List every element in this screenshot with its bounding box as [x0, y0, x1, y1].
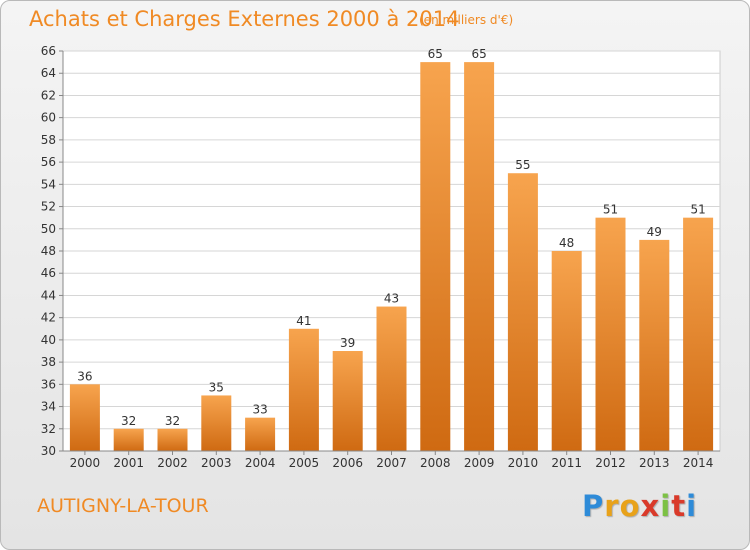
logo-letter: x	[640, 489, 661, 523]
bar-2005	[288, 328, 319, 451]
bar-2002	[157, 428, 188, 451]
y-tick-label: 52	[41, 200, 56, 214]
bar-2009	[464, 62, 495, 451]
y-tick-label: 48	[41, 244, 56, 258]
data-label-2014: 51	[690, 203, 705, 217]
x-tick-label: 2004	[245, 456, 276, 470]
data-label-2013: 49	[647, 225, 662, 239]
bar-2014	[683, 217, 714, 451]
y-tick-label: 50	[41, 222, 56, 236]
x-tick-label: 2005	[289, 456, 320, 470]
y-tick-label: 40	[41, 333, 56, 347]
bar-2013	[639, 239, 670, 451]
data-label-2008: 65	[428, 47, 443, 61]
x-tick-label: 2006	[332, 456, 363, 470]
bar-2012	[595, 217, 626, 451]
logo-letter: o	[619, 489, 641, 523]
y-tick-label: 62	[41, 88, 56, 102]
y-tick-label: 46	[41, 266, 56, 280]
y-tick-label: 58	[41, 133, 56, 147]
x-tick-label: 2007	[376, 456, 407, 470]
x-tick-label: 2003	[201, 456, 232, 470]
bar-2010	[507, 173, 538, 451]
logo-letter: i	[686, 489, 698, 523]
y-tick-label: 54	[41, 177, 56, 191]
logo-letter: P	[582, 489, 605, 523]
data-label-2004: 33	[252, 403, 267, 417]
proxiti-logo: Proxiti	[582, 489, 697, 523]
y-tick-label: 66	[41, 44, 56, 58]
y-tick-label: 42	[41, 311, 56, 325]
data-label-2011: 48	[559, 236, 574, 250]
x-tick-label: 2012	[595, 456, 626, 470]
bar-2003	[201, 395, 232, 451]
y-tick-label: 38	[41, 355, 56, 369]
bar-2004	[245, 417, 276, 451]
data-label-2012: 51	[603, 203, 618, 217]
x-tick-label: 2002	[157, 456, 188, 470]
data-label-2000: 36	[77, 369, 92, 383]
y-tick-label: 60	[41, 111, 56, 125]
chart-title: Achats et Charges Externes 2000 à 2014	[29, 7, 460, 31]
y-tick-label: 32	[41, 422, 56, 436]
y-tick-label: 44	[41, 288, 56, 302]
data-label-2001: 32	[121, 414, 136, 428]
data-label-2006: 39	[340, 336, 355, 350]
data-label-2002: 32	[165, 414, 180, 428]
data-label-2003: 35	[209, 380, 224, 394]
x-tick-label: 2013	[639, 456, 670, 470]
bar-2001	[113, 428, 144, 451]
x-tick-label: 2008	[420, 456, 451, 470]
data-label-2010: 55	[515, 158, 530, 172]
y-tick-label: 36	[41, 377, 56, 391]
y-tick-label: 30	[41, 444, 56, 458]
bar-2011	[551, 251, 582, 451]
data-label-2009: 65	[471, 47, 486, 61]
chart-subtitle: (en milliers d'€)	[419, 13, 514, 27]
x-tick-label: 2009	[464, 456, 495, 470]
data-label-2007: 43	[384, 292, 399, 306]
y-tick-label: 56	[41, 155, 56, 169]
x-tick-label: 2001	[113, 456, 144, 470]
logo-letter: r	[604, 489, 620, 523]
y-tick-label: 64	[41, 66, 56, 80]
x-tick-label: 2011	[551, 456, 582, 470]
bar-2007	[376, 306, 407, 451]
y-tick-label: 34	[41, 400, 56, 414]
x-tick-label: 2014	[683, 456, 714, 470]
x-tick-label: 2010	[508, 456, 539, 470]
bar-2006	[332, 351, 363, 451]
x-tick-label: 2000	[70, 456, 101, 470]
place-name: AUTIGNY-LA-TOUR	[37, 495, 209, 517]
bar-2000	[69, 384, 100, 451]
logo-letter: t	[671, 489, 687, 523]
data-label-2005: 41	[296, 314, 311, 328]
bar-2008	[420, 62, 451, 451]
logo-letter: i	[660, 489, 672, 523]
